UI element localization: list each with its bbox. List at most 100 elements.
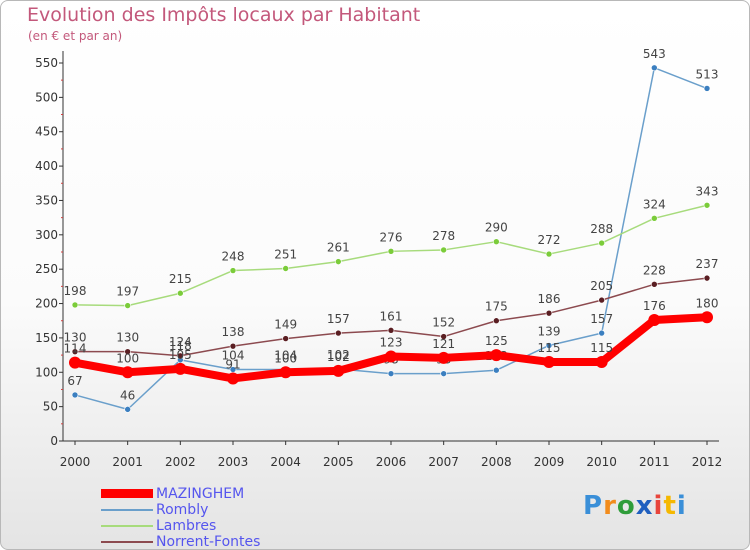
data-label-lambres: 276 [380, 230, 403, 244]
data-label-rombly: 139 [538, 324, 561, 338]
x-tick-label: 2003 [218, 455, 249, 469]
data-point-lambres [493, 238, 500, 245]
data-point-lambres [545, 250, 553, 258]
data-label-rombly: 118 [169, 339, 192, 353]
x-tick-label: 2011 [639, 455, 670, 469]
data-label-mazinghem: 125 [485, 334, 508, 348]
data-point-lambres [651, 215, 658, 222]
data-point-mazinghem [701, 311, 713, 324]
data-label-lambres: 272 [538, 233, 561, 247]
logo-letter: x [635, 491, 654, 521]
data-label-mazinghem: 123 [380, 335, 403, 349]
data-point-lambres [598, 239, 605, 247]
data-point-mazinghem [437, 351, 450, 364]
data-point-lambres [229, 267, 237, 274]
data-label-mazinghem: 115 [538, 341, 561, 355]
data-point-rombly [703, 85, 711, 92]
data-point-norrent-fontes [440, 333, 447, 340]
data-label-mazinghem: 114 [64, 342, 87, 356]
data-point-mazinghem [69, 356, 81, 369]
data-point-lambres [282, 265, 289, 272]
data-point-rombly [440, 370, 447, 377]
data-point-rombly [598, 329, 605, 337]
data-label-norrent-fontes: 205 [590, 279, 613, 293]
x-tick-label: 2000 [60, 455, 91, 469]
data-point-rombly [545, 342, 553, 349]
data-point-lambres [71, 301, 79, 309]
data-point-mazinghem [332, 364, 345, 377]
data-point-mazinghem [279, 366, 292, 379]
legend-swatch-mazinghem [101, 489, 153, 498]
y-tick-label: 350 [35, 193, 58, 207]
y-tick-label: 550 [35, 56, 58, 70]
y-tick-label: 150 [35, 331, 58, 345]
y-tick-label: 400 [35, 159, 58, 173]
x-tick-label: 2009 [534, 455, 565, 469]
legend-label-lambres: Lambres [156, 518, 217, 534]
data-point-lambres [703, 201, 711, 209]
data-point-rombly [387, 370, 395, 377]
data-label-norrent-fontes: 186 [538, 292, 561, 306]
data-label-norrent-fontes: 157 [327, 312, 350, 326]
data-label-lambres: 278 [432, 229, 455, 243]
data-label-norrent-fontes: 161 [380, 309, 403, 323]
data-label-mazinghem: 180 [696, 296, 719, 310]
y-tick-label: 250 [35, 262, 58, 276]
logo-letter: o [616, 491, 636, 521]
data-label-rombly: 104 [274, 349, 297, 363]
x-tick-label: 2012 [692, 455, 723, 469]
legend-swatch-norrent-fontes [101, 541, 153, 543]
data-label-rombly: 67 [67, 374, 82, 388]
data-label-mazinghem: 91 [225, 357, 240, 371]
data-label-lambres: 261 [327, 241, 350, 255]
data-label-mazinghem: 105 [169, 348, 192, 362]
data-label-rombly: 513 [696, 67, 719, 81]
x-tick-label: 2010 [586, 455, 617, 469]
data-label-norrent-fontes: 124 [169, 335, 192, 349]
data-label-rombly: 157 [590, 312, 613, 326]
data-point-mazinghem [648, 314, 661, 327]
data-label-mazinghem: 121 [432, 337, 455, 351]
proxiti-logo: Proxiti [583, 491, 687, 521]
data-point-norrent-fontes [335, 329, 342, 337]
data-label-norrent-fontes: 138 [222, 325, 245, 339]
y-tick-label: 200 [35, 297, 58, 311]
data-label-rombly: 46 [120, 388, 135, 402]
x-tick-label: 2008 [481, 455, 512, 469]
data-label-mazinghem: 100 [274, 351, 297, 365]
x-tick-label: 2006 [376, 455, 407, 469]
data-point-lambres [177, 289, 184, 297]
data-point-mazinghem [543, 355, 555, 368]
legend-swatch-lambres [101, 525, 153, 527]
data-point-rombly [124, 406, 131, 413]
logo-letter: r [603, 491, 617, 521]
x-tick-label: 2001 [112, 455, 143, 469]
data-label-lambres: 248 [222, 250, 245, 264]
data-point-norrent-fontes [493, 317, 500, 325]
data-point-norrent-fontes [177, 352, 184, 360]
y-tick-label: 300 [35, 228, 58, 242]
y-tick-label: 500 [35, 90, 58, 104]
data-point-norrent-fontes [651, 281, 658, 288]
legend-label-norrent-fontes: Norrent-Fontes [156, 534, 261, 550]
data-label-norrent-fontes: 130 [64, 331, 87, 345]
data-point-rombly [651, 64, 658, 72]
data-point-norrent-fontes [71, 348, 79, 355]
legend-label-mazinghem: MAZINGHEM [156, 486, 245, 502]
data-point-mazinghem [174, 362, 187, 375]
x-tick-label: 2004 [270, 455, 301, 469]
data-label-norrent-fontes: 130 [116, 331, 139, 345]
data-label-rombly: 102 [327, 348, 350, 362]
data-label-lambres: 197 [116, 285, 139, 299]
logo-letter: t [663, 491, 677, 521]
data-point-lambres [124, 302, 131, 309]
data-label-lambres: 288 [590, 222, 613, 236]
chart-title: Evolution des Impôts locaux par Habitant [27, 4, 421, 26]
logo-letter: i [653, 491, 664, 521]
data-label-norrent-fontes: 175 [485, 300, 508, 314]
data-label-mazinghem: 115 [590, 341, 613, 355]
data-point-lambres [335, 258, 342, 265]
data-label-lambres: 343 [696, 184, 719, 198]
data-label-rombly: 543 [643, 47, 666, 61]
